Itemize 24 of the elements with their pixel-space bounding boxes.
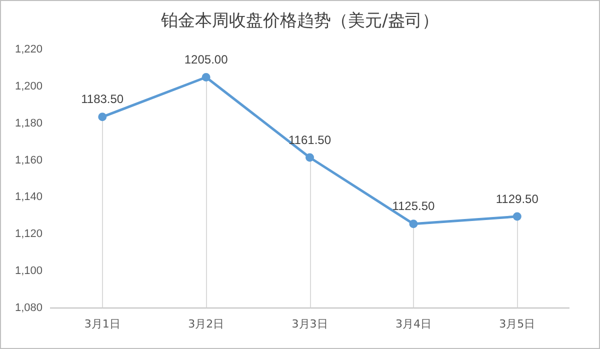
y-tick-label: 1,180: [14, 117, 43, 130]
text: 1125.50: [392, 199, 435, 214]
x-tick-label: 3月1日: [84, 317, 120, 330]
x-tick-label: 3月5日: [499, 317, 536, 330]
x-tick-label: 3月3日: [292, 317, 328, 330]
y-tick-label: 1,140: [14, 191, 43, 204]
x-tick-label: 3月4日: [395, 317, 432, 330]
chart-title: 铂金本周收盘价格趋势（美元/盎司）: [160, 10, 440, 32]
y-tick-label: 1,120: [14, 228, 43, 240]
point: [512, 212, 522, 221]
point: [202, 73, 210, 82]
y-tick-label: 1,080: [14, 302, 43, 314]
y-tick-label: 1,100: [14, 264, 43, 277]
text: 1161.50: [288, 132, 332, 147]
point: [409, 220, 418, 228]
y-tick-label: 1,200: [14, 80, 43, 93]
point: [98, 112, 107, 122]
text: 1205.00: [184, 52, 228, 67]
y-tick-label: 1,160: [14, 154, 43, 166]
x-tick-label: 3月2日: [188, 317, 224, 330]
text: 1129.50: [496, 192, 538, 206]
text: 1183.50: [81, 92, 124, 106]
y-tick-label: 1,220: [14, 44, 43, 56]
point: [306, 153, 314, 162]
